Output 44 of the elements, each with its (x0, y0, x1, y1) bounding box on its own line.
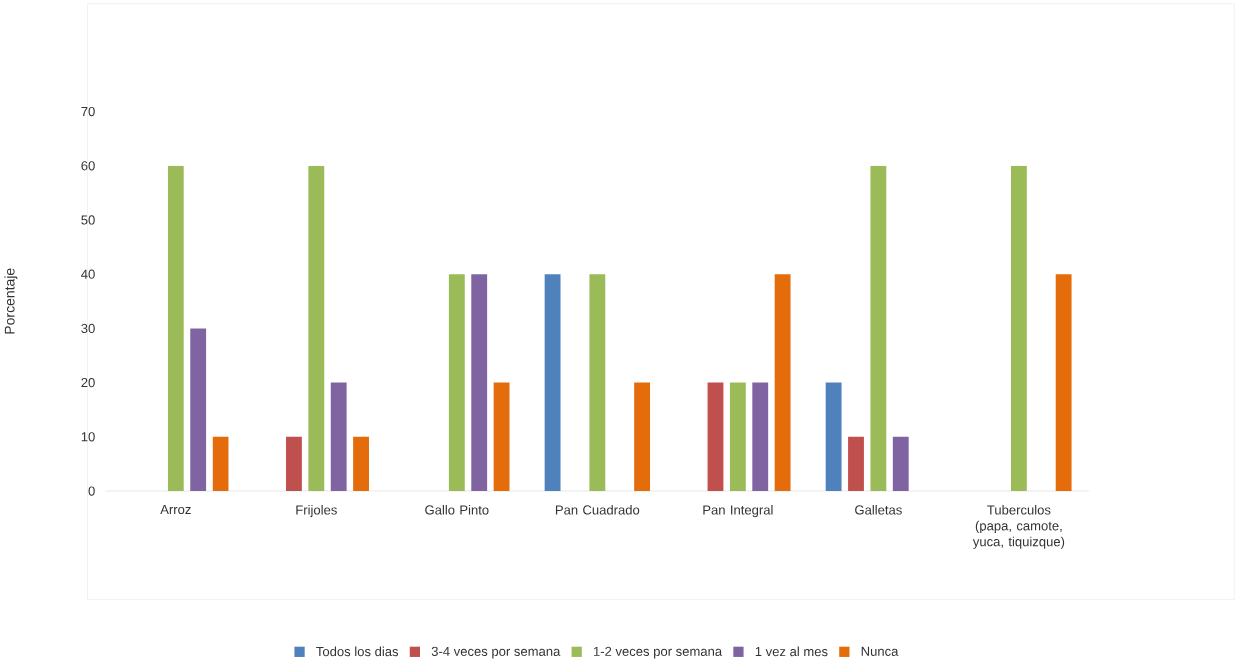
y-tick-label: 50 (81, 215, 95, 225)
bar (330, 382, 347, 492)
y-tick-label: 30 (81, 323, 95, 334)
bar (870, 165, 887, 492)
bar (1055, 274, 1072, 492)
y-tick-label: 20 (81, 378, 95, 388)
y-tick-label: 70 (81, 107, 95, 117)
bar (448, 274, 465, 492)
bar (729, 382, 746, 492)
y-tick-label: 10 (81, 432, 95, 442)
bar (825, 382, 842, 492)
y-tick-label: 40 (81, 269, 95, 279)
x-tick-label: Pan Integral (703, 505, 773, 518)
x-tick-label: Arroz (160, 505, 191, 515)
bar (212, 436, 229, 492)
bar (493, 382, 510, 492)
bar (167, 165, 184, 492)
bar (752, 382, 769, 492)
bar (707, 382, 724, 492)
y-tick-label: 0 (88, 486, 95, 496)
bar (286, 436, 302, 492)
bar (634, 382, 651, 492)
legend-label: 1 vez al mes (755, 646, 828, 657)
y-axis-title: Porcentaje (4, 268, 18, 334)
x-tick-label: Gallo Pinto (425, 505, 489, 515)
legend-label: 3-4 veces por semana (431, 646, 561, 659)
bar (1010, 165, 1027, 492)
x-tick-label: Pan Cuadrado (555, 505, 640, 515)
bar (471, 274, 488, 492)
bar (848, 436, 864, 492)
x-tick-label: Tuberculos (papa, camote, yuca, tiquizque) (972, 505, 1065, 549)
legend-label: Todos los dias (316, 646, 399, 657)
legend-label: Nunca (861, 646, 899, 657)
bar (774, 274, 791, 492)
bar (544, 274, 561, 492)
x-tick-label: Frijoles (296, 505, 337, 518)
bar (190, 328, 207, 492)
bar (589, 274, 606, 492)
bar (353, 436, 369, 492)
x-tick-label: Galletas (855, 505, 902, 515)
bar (308, 165, 325, 492)
legend-label: 1-2 veces por semana (593, 646, 723, 659)
bar (892, 436, 909, 492)
y-tick-label: 60 (81, 161, 95, 171)
